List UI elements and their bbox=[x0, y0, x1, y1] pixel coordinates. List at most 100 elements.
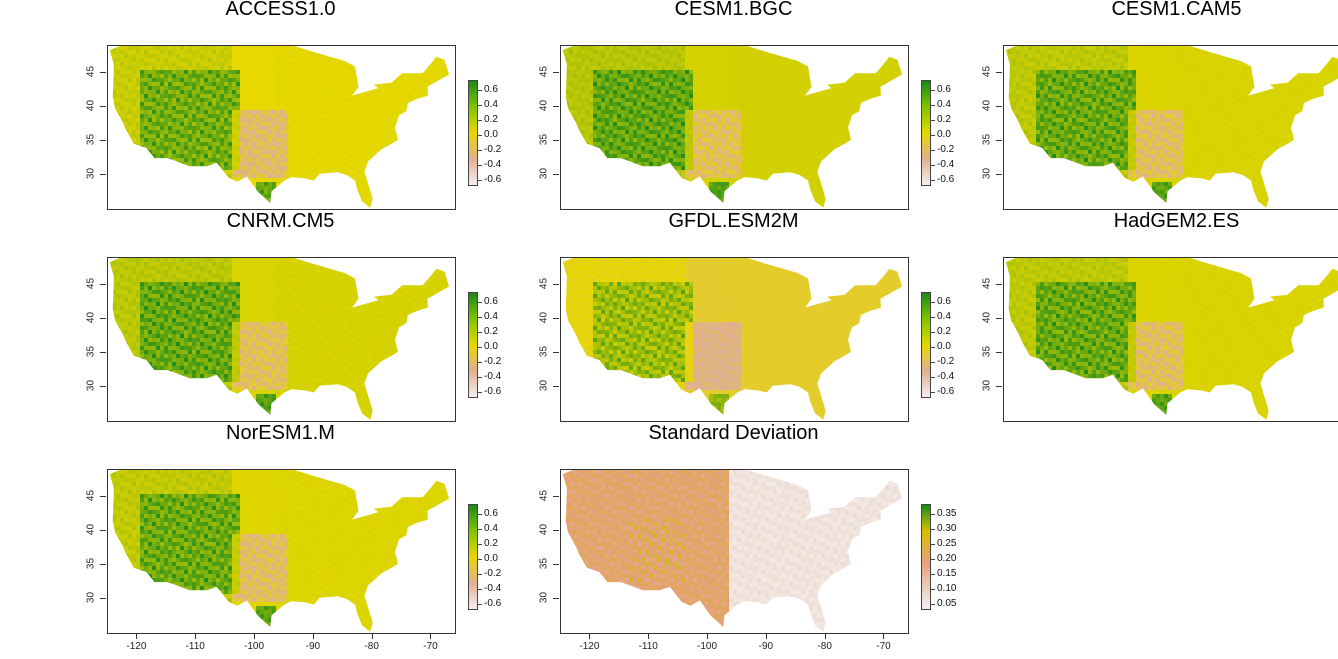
raster-cell bbox=[757, 78, 761, 82]
raster-cell bbox=[404, 182, 408, 186]
raster-cell bbox=[733, 98, 737, 102]
raster-cell bbox=[180, 142, 184, 146]
raster-cell bbox=[380, 202, 384, 206]
raster-cell bbox=[440, 162, 444, 166]
raster-cell bbox=[144, 110, 148, 114]
raster-cell bbox=[260, 146, 264, 150]
raster-cell bbox=[109, 94, 112, 98]
raster-cell bbox=[312, 190, 316, 194]
raster-cell bbox=[797, 58, 801, 62]
raster-cell bbox=[649, 106, 653, 110]
raster-cell bbox=[260, 110, 264, 114]
raster-cell bbox=[781, 78, 785, 82]
raster-cell bbox=[256, 186, 260, 190]
raster-cell bbox=[160, 74, 164, 78]
raster-cell bbox=[348, 134, 352, 138]
raster-cell bbox=[360, 154, 364, 158]
raster-cell bbox=[412, 198, 416, 202]
raster-cell bbox=[116, 150, 120, 154]
raster-cell bbox=[436, 106, 440, 110]
raster-cell bbox=[200, 66, 204, 70]
raster-cell bbox=[761, 90, 765, 94]
raster-cell bbox=[384, 98, 388, 102]
raster-cell bbox=[140, 194, 144, 198]
raster-cell bbox=[332, 202, 336, 206]
raster-cell bbox=[140, 54, 144, 58]
raster-cell bbox=[320, 186, 324, 190]
raster-cell bbox=[601, 50, 605, 54]
raster-cell bbox=[889, 50, 893, 54]
raster-cell bbox=[120, 66, 124, 70]
raster-cell bbox=[316, 106, 320, 110]
raster-cell bbox=[200, 110, 204, 114]
raster-cell bbox=[721, 94, 725, 98]
raster-cell bbox=[248, 66, 252, 70]
raster-cell bbox=[673, 78, 677, 82]
raster-cell bbox=[352, 142, 356, 146]
raster-cell bbox=[308, 166, 312, 170]
raster-cell bbox=[641, 58, 645, 62]
raster-cell bbox=[881, 74, 885, 78]
raster-cell bbox=[304, 58, 308, 62]
raster-cell bbox=[444, 186, 448, 190]
raster-cell bbox=[328, 158, 332, 162]
raster-cell bbox=[216, 162, 220, 166]
raster-cell bbox=[228, 82, 232, 86]
raster-cell bbox=[356, 54, 360, 58]
raster-cell bbox=[388, 202, 392, 206]
raster-cell bbox=[360, 66, 364, 70]
raster-cell bbox=[308, 114, 312, 118]
raster-cell bbox=[376, 82, 380, 86]
raster-cell bbox=[304, 134, 308, 138]
raster-cell bbox=[356, 190, 360, 194]
raster-cell bbox=[340, 170, 344, 174]
raster-cell bbox=[428, 58, 432, 62]
raster-cell bbox=[573, 78, 577, 82]
raster-cell bbox=[436, 150, 440, 154]
raster-cell bbox=[705, 78, 709, 82]
raster-cell bbox=[380, 198, 384, 202]
raster-cell bbox=[420, 134, 424, 138]
raster-cell bbox=[396, 130, 400, 134]
raster-cell bbox=[605, 98, 609, 102]
raster-cell bbox=[324, 62, 328, 66]
raster-cell bbox=[276, 74, 280, 78]
raster-cell bbox=[220, 66, 224, 70]
raster-cell bbox=[368, 134, 372, 138]
raster-cell bbox=[865, 78, 869, 82]
raster-cell bbox=[400, 206, 404, 208]
raster-cell bbox=[264, 206, 268, 208]
raster-cell bbox=[829, 58, 833, 62]
raster-cell bbox=[252, 122, 256, 126]
raster-cell bbox=[276, 154, 280, 158]
raster-cell bbox=[316, 94, 320, 98]
raster-cell bbox=[132, 150, 136, 154]
raster-cell bbox=[613, 46, 617, 50]
raster-cell bbox=[208, 182, 212, 186]
raster-cell bbox=[573, 50, 577, 54]
raster-cell bbox=[364, 162, 368, 166]
raster-cell bbox=[232, 94, 236, 98]
raster-cell bbox=[436, 78, 440, 82]
raster-cell bbox=[236, 54, 240, 58]
raster-cell bbox=[256, 142, 260, 146]
raster-cell bbox=[372, 194, 376, 198]
raster-cell bbox=[196, 62, 200, 66]
raster-cell bbox=[797, 90, 801, 94]
raster-cell bbox=[244, 102, 248, 106]
raster-cell bbox=[428, 86, 432, 90]
raster-cell bbox=[124, 86, 128, 90]
raster-cell bbox=[172, 170, 176, 174]
raster-cell bbox=[276, 66, 280, 70]
raster-cell bbox=[693, 50, 697, 54]
raster-cell bbox=[849, 86, 853, 90]
raster-cell bbox=[212, 182, 216, 186]
raster-cell bbox=[881, 82, 885, 86]
raster-cell bbox=[673, 54, 677, 58]
raster-cell bbox=[200, 86, 204, 90]
raster-cell bbox=[244, 182, 248, 186]
raster-cell bbox=[436, 146, 440, 150]
raster-cell bbox=[597, 50, 601, 54]
raster-cell bbox=[577, 106, 581, 110]
raster-cell bbox=[332, 122, 336, 126]
